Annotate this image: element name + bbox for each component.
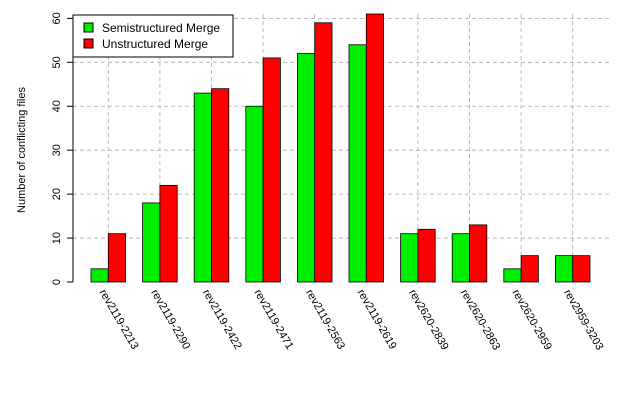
legend-swatch-semistructured bbox=[83, 22, 94, 33]
bar-semistructured-rev2119-2213 bbox=[90, 268, 109, 283]
x-tick-label: rev2119-2422 bbox=[200, 288, 244, 352]
legend-label-semistructured: Semistructured Merge bbox=[102, 21, 220, 35]
x-tick-label: rev2959-3203 bbox=[561, 288, 605, 353]
bar-unstructured-rev2119-2471 bbox=[262, 57, 281, 283]
y-axis-label: Number of conflicting files bbox=[16, 87, 28, 213]
y-tick-label: 30 bbox=[51, 144, 63, 156]
bar-unstructured-rev2620-2839 bbox=[417, 228, 436, 283]
bar-unstructured-rev2620-2959 bbox=[520, 255, 539, 283]
x-tick-labels: rev2119-2213 rev2119-2290 rev2119-2422 rev2… bbox=[97, 288, 606, 353]
bar-semistructured-rev2620-2959 bbox=[503, 268, 522, 283]
y-tick-label: 60 bbox=[51, 12, 63, 24]
bar-unstructured-rev2119-2422 bbox=[211, 88, 230, 283]
grid-lines bbox=[73, 14, 612, 282]
y-axis: 0 10 20 30 40 50 60 bbox=[51, 12, 74, 285]
y-tick-label: 20 bbox=[51, 188, 63, 200]
bar-semistructured-rev2119-2563 bbox=[296, 53, 316, 283]
x-tick-label: rev2119-2213 bbox=[97, 288, 141, 352]
legend-box bbox=[72, 14, 234, 58]
y-tick-label: 40 bbox=[51, 100, 63, 112]
bar-semistructured-rev2119-2422 bbox=[193, 92, 212, 283]
x-tick-label: rev2620-2863 bbox=[458, 288, 502, 353]
x-tick-label: rev2620-2959 bbox=[510, 288, 554, 353]
y-tick-label: 50 bbox=[51, 56, 63, 68]
bar-unstructured-rev2119-2290 bbox=[159, 184, 178, 283]
x-tick-label: rev2119-2619 bbox=[355, 288, 399, 352]
bar-semistructured-rev2959-3203 bbox=[555, 255, 574, 283]
bars-group bbox=[90, 13, 591, 283]
bar-unstructured-rev2620-2863 bbox=[469, 224, 488, 283]
bar-semistructured-rev2119-2471 bbox=[245, 105, 264, 283]
x-tick-label: rev2119-2471 bbox=[252, 288, 296, 352]
bar-semistructured-rev2620-2863 bbox=[451, 233, 470, 283]
bar-unstructured-rev2119-2213 bbox=[107, 233, 127, 283]
x-tick-label: rev2620-2839 bbox=[406, 288, 450, 353]
bar-semistructured-rev2119-2619 bbox=[348, 44, 367, 283]
y-tick-label: 0 bbox=[51, 279, 63, 285]
bar-semistructured-rev2119-2290 bbox=[142, 202, 161, 283]
legend: Semistructured Merge Unstructured Merge bbox=[72, 14, 234, 58]
x-tick-label: rev2119-2563 bbox=[303, 288, 347, 352]
x-tick-label: rev2119-2290 bbox=[148, 288, 192, 352]
bar-semistructured-rev2620-2839 bbox=[400, 233, 419, 283]
legend-label-unstructured: Unstructured Merge bbox=[102, 37, 208, 51]
y-tick-label: 10 bbox=[51, 232, 63, 244]
bar-unstructured-rev2119-2619 bbox=[365, 13, 384, 283]
legend-swatch-unstructured bbox=[83, 38, 94, 49]
bar-unstructured-rev2959-3203 bbox=[572, 255, 591, 283]
bar-unstructured-rev2119-2563 bbox=[314, 22, 333, 283]
